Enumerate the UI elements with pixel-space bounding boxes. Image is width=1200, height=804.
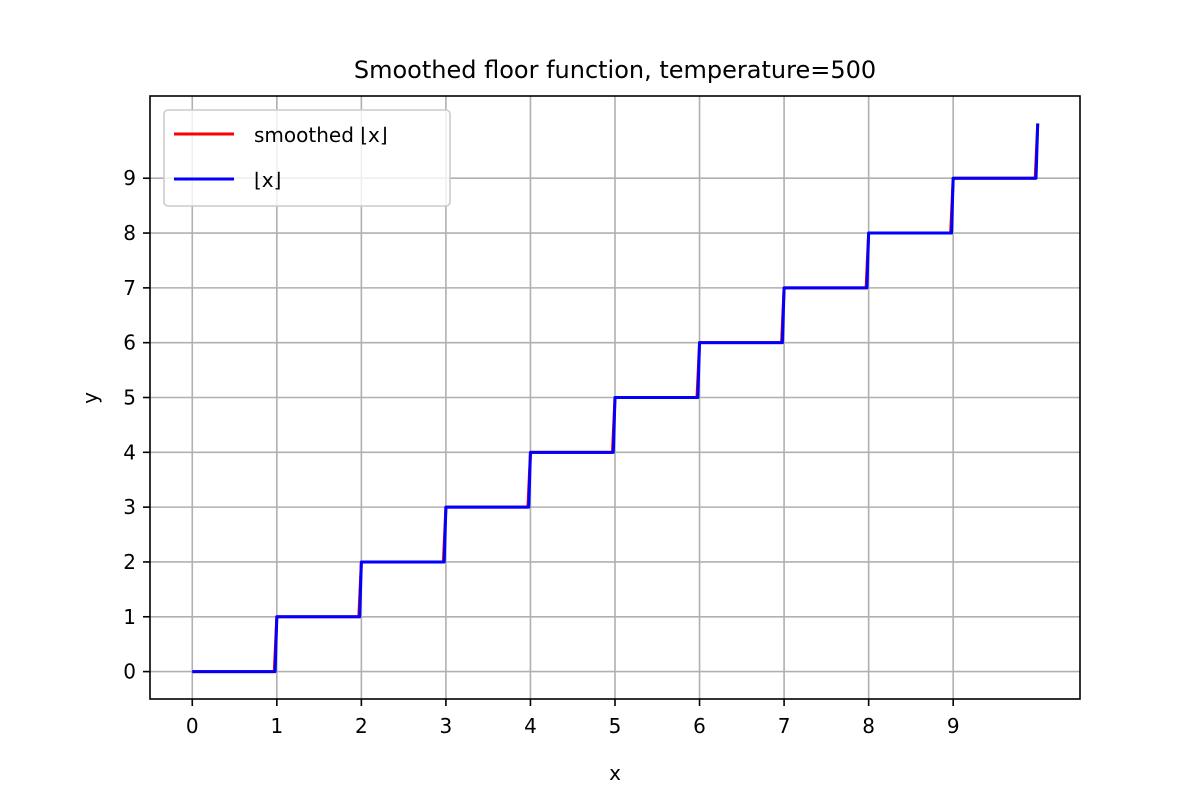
x-tick-label: 7 bbox=[778, 714, 791, 738]
y-tick-label: 3 bbox=[123, 495, 136, 519]
y-tick-label: 4 bbox=[123, 440, 136, 464]
legend-label-smoothed: smoothed ⌊x⌋ bbox=[254, 123, 388, 147]
x-tick-label: 8 bbox=[862, 714, 875, 738]
series-line-floor bbox=[192, 123, 1040, 674]
y-tick-label: 5 bbox=[123, 386, 136, 410]
y-tick-label: 9 bbox=[123, 166, 136, 190]
x-tick-label: 1 bbox=[270, 714, 283, 738]
y-tick-label: 2 bbox=[123, 550, 136, 574]
legend-box bbox=[163, 109, 451, 207]
y-tick-label: 8 bbox=[123, 221, 136, 245]
chart-title: Smoothed floor function, temperature=500 bbox=[354, 56, 876, 84]
x-tick-label: 9 bbox=[947, 714, 960, 738]
legend: smoothed ⌊x⌋ ⌊x⌋ bbox=[163, 109, 451, 207]
x-tick-label: 0 bbox=[186, 714, 199, 738]
x-tick-label: 5 bbox=[609, 714, 622, 738]
y-tick-label: 6 bbox=[123, 331, 136, 355]
tick-layer: 0 1 2 3 4 5 6 7 8 9 0 1 2 3 4 5 6 7 8 9 bbox=[123, 166, 959, 738]
x-axis-label: x bbox=[609, 761, 621, 785]
y-tick-label: 7 bbox=[123, 276, 136, 300]
y-axis-label: y bbox=[78, 392, 102, 404]
y-tick-label: 0 bbox=[123, 660, 136, 684]
x-tick-label: 4 bbox=[524, 714, 537, 738]
series-layer bbox=[192, 123, 1040, 674]
x-tick-label: 6 bbox=[693, 714, 706, 738]
legend-label-floor: ⌊x⌋ bbox=[254, 168, 281, 192]
x-tick-label: 3 bbox=[440, 714, 453, 738]
x-tick-label: 2 bbox=[355, 714, 368, 738]
y-tick-label: 1 bbox=[123, 605, 136, 629]
